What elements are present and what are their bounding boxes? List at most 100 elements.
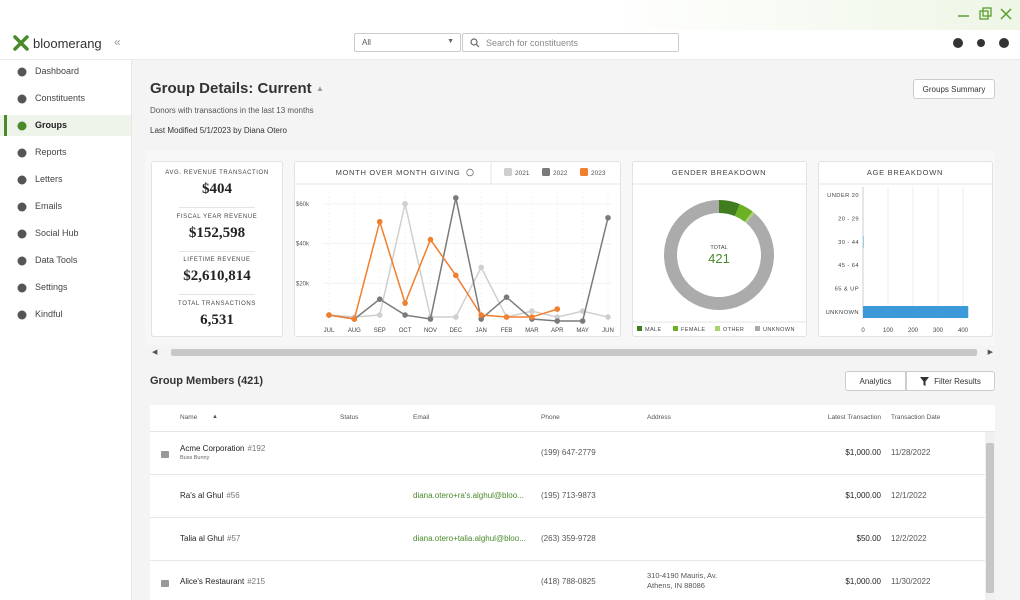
nav-item[interactable]: Groups [0, 115, 131, 136]
legend-swatch [504, 168, 512, 176]
bar [863, 306, 969, 318]
members-title: Group Members (421) [150, 375, 264, 387]
collapse-button[interactable]: « [114, 35, 121, 49]
nav-icon-shape [17, 67, 27, 77]
legend-label: 2022 [553, 170, 568, 177]
series-line [328, 197, 609, 322]
donut-center-value: 421 [708, 251, 730, 266]
series-line [328, 219, 558, 320]
search-box[interactable]: Search for constituents [462, 33, 679, 52]
stat-value: $152,598 [188, 224, 246, 241]
nav-label: Settings [35, 282, 68, 292]
title-toggle[interactable]: ▲ [316, 84, 324, 93]
y-tick-label: 20 - 29 [838, 216, 859, 222]
x-tick-label: 0 [861, 328, 865, 334]
nav-item[interactable]: Reports [0, 142, 131, 163]
nav-icon [17, 229, 27, 239]
member-sub: Buss Bunny [180, 455, 210, 461]
line-chart: MONTH OVER MONTH GIVING 2021 2022 2023 $20k $… [295, 162, 620, 334]
horizontal-scrollbar[interactable]: ◀ ▶ [152, 349, 993, 356]
legend-swatch [673, 326, 678, 331]
nav-item[interactable]: Dashboard [0, 61, 131, 82]
data-point [402, 312, 408, 318]
phone: (199) 647-2779 [541, 448, 596, 457]
scroll-thumb[interactable] [986, 443, 994, 593]
nav-icon-shape [17, 256, 27, 266]
sort-indicator: ▲ [212, 414, 218, 420]
nav-icon [17, 67, 27, 77]
x-tick-label: JAN [476, 328, 487, 334]
legend-label: UNKNOWN [763, 327, 795, 333]
nav-item[interactable]: Social Hub [0, 223, 131, 244]
column-header[interactable]: Latest Transaction [827, 414, 881, 421]
x-tick-label: AUG [348, 328, 361, 334]
nav-icon-shape [17, 310, 27, 320]
table-row[interactable]: Alice's Restaurant #215 (418) 788-0825 310-… [150, 561, 995, 600]
top-icons[interactable] [950, 36, 1012, 50]
filter-results-button[interactable]: Filter Results [906, 371, 995, 391]
nav-icon-shape [17, 202, 27, 212]
series-line [328, 203, 609, 318]
transaction-date: 12/1/2022 [891, 491, 927, 500]
window-bar [0, 0, 1020, 30]
nav-item[interactable]: Emails [0, 196, 131, 217]
brand: bloomerang [33, 36, 102, 51]
x-tick-label: NOV [424, 328, 437, 334]
nav-item[interactable]: Letters [0, 169, 131, 190]
email[interactable]: diana.otero+ra's.alghul@bloo... [413, 491, 524, 500]
x-tick-label: 300 [933, 328, 944, 334]
donut-segment [719, 200, 740, 217]
nav-label: Groups [35, 120, 68, 130]
page-title: Group Details: Current [150, 80, 312, 97]
member-name: Acme Corporation [180, 444, 245, 453]
org-icon [161, 580, 169, 587]
window-controls[interactable] [950, 4, 1020, 26]
column-header[interactable]: Phone [541, 414, 560, 421]
chart-title: GENDER BREAKDOWN [672, 168, 767, 177]
phone: (263) 359-9728 [541, 534, 596, 543]
legend-swatch [542, 168, 550, 176]
column-header[interactable]: Status [340, 414, 359, 421]
column-header[interactable]: Email [413, 414, 430, 421]
nav-icon-shape [17, 94, 27, 104]
filter-select[interactable]: All ▼ [354, 33, 461, 52]
analytics-button[interactable]: Analytics [845, 371, 906, 391]
stat-label: TOTAL TRANSACTIONS [178, 300, 256, 307]
column-header[interactable]: Transaction Date [891, 414, 941, 421]
stat-value: $2,610,814 [183, 268, 251, 284]
phone: (195) 713-9873 [541, 491, 596, 500]
nav-label: Constituents [35, 93, 86, 103]
groups-summary-button[interactable]: Groups Summary [913, 79, 995, 99]
org-icon [161, 451, 169, 458]
data-point [453, 195, 459, 201]
stat-label: FISCAL YEAR REVENUE [176, 213, 258, 220]
table-row[interactable]: Talia al Ghul #57 diana.otero+talia.alghul… [150, 518, 995, 561]
legend-label: OTHER [723, 327, 744, 333]
nav-item[interactable]: Constituents [0, 88, 131, 109]
x-tick-label: 400 [958, 328, 969, 334]
nav-icon-shape [17, 283, 27, 293]
transaction-date: 12/2/2022 [891, 534, 927, 543]
table-row[interactable]: Acme Corporation #192 Buss Bunny (199) 647-… [150, 432, 995, 475]
nav-item[interactable]: Data Tools [0, 250, 131, 271]
column-header[interactable]: Address [647, 414, 671, 421]
nav-item[interactable]: Settings [0, 277, 131, 298]
nav-label: Emails [35, 201, 63, 211]
y-tick-label: 45 - 64 [838, 263, 859, 269]
column-header[interactable]: Name [180, 414, 198, 421]
nav-label: Letters [35, 174, 63, 184]
nav-label: Dashboard [35, 66, 80, 76]
age-chart-card: AGE BREAKDOWN 0 100 200 300 400 UNDER 20 20 - 2… [818, 161, 993, 337]
email[interactable]: diana.otero+talia.alghul@bloo... [413, 534, 526, 543]
stat-value: $404 [202, 181, 232, 197]
nav-item[interactable]: Kindful [0, 304, 131, 325]
y-tick-label: $60k [296, 202, 310, 208]
latest-transaction: $50.00 [856, 534, 881, 543]
name-cell: Talia al Ghul #57 [180, 534, 240, 543]
table-header [150, 405, 995, 432]
name-cell: Ra's al Ghul #56 [180, 491, 240, 500]
nav-label: Data Tools [35, 255, 78, 265]
table-row[interactable]: Ra's al Ghul #56 diana.otero+ra's.alghul@b… [150, 475, 995, 518]
nav-icon-shape [17, 229, 27, 239]
